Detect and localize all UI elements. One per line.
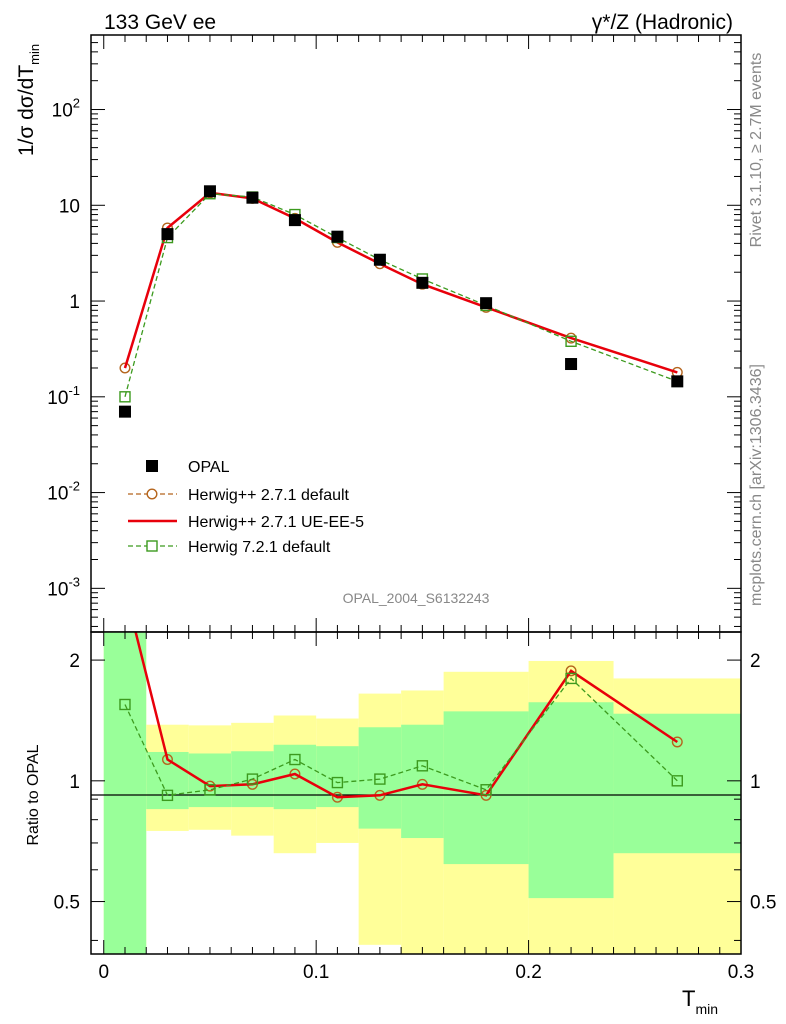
main-panel: 10-3 10-2 10-1 1 10 102 OPAL_2004_S6132243 OP… <box>47 34 742 633</box>
main-line <box>123 191 678 374</box>
legend: OPAL Herwig++ 2.7.1 default Herwig++ 2.7.1… <box>128 459 364 556</box>
main-opal-point <box>671 375 684 388</box>
legend-opal-marker <box>146 460 158 472</box>
main-opal-point <box>203 185 216 198</box>
main-opal-point <box>373 253 386 266</box>
source-label: mcplots.cern.ch [arXiv:1306.3436] <box>748 364 765 606</box>
legend-square-marker <box>146 540 158 552</box>
green-band <box>188 753 232 808</box>
main-y-axis-label: 1/σ dσ/dTmin <box>15 44 42 156</box>
left-title: 133 GeV ee <box>104 11 216 34</box>
legend-label: Herwig 7.2.1 default <box>188 539 331 556</box>
ratio-y-axis-label: Ratio to OPAL <box>25 744 42 845</box>
main-square-marker <box>565 335 577 347</box>
main-y-ticks: 10-3 10-2 10-1 1 10 102 <box>47 34 742 632</box>
ratio-square-marker <box>374 773 386 785</box>
main-series <box>119 188 683 403</box>
main-y-axis-label-text: 1/σ dσ/dT <box>15 65 38 156</box>
ratio-square-marker <box>416 760 429 772</box>
x-axis-label-sub: min <box>695 1001 718 1017</box>
ratio-line <box>124 677 678 797</box>
ratio-panel: 0.5 0.5 1 1 2 2 0 0.1 0.2 0.3 <box>54 585 776 983</box>
green-band <box>528 702 614 899</box>
ratio-y-tick-label-right: 1 <box>750 772 761 793</box>
ratio-square-marker <box>480 784 492 796</box>
x-tick-label: 0 <box>98 962 109 983</box>
main-opal-point <box>246 191 259 204</box>
main-y-tick-label: 1 <box>69 292 80 313</box>
main-series <box>118 185 684 418</box>
main-y-tick-label: 10-3 <box>47 574 80 600</box>
main-opal-point <box>480 297 493 310</box>
ratio-y-tick-label-left: 0.5 <box>54 893 80 914</box>
ratio-square-marker <box>246 773 259 785</box>
main-opal-point <box>565 358 578 371</box>
main-y-tick-label: 10-1 <box>47 383 80 409</box>
main-opal-point <box>118 405 131 418</box>
green-band <box>613 713 741 854</box>
rivet-version-label: Rivet 3.1.10, ≥ 2.7M events <box>748 53 765 248</box>
x-axis-label-text: T <box>682 986 695 1011</box>
x-tick-label: 0.3 <box>728 962 754 983</box>
ratio-square-marker <box>204 784 216 796</box>
ratio-square-marker <box>289 753 301 766</box>
analysis-watermark: OPAL_2004_S6132243 <box>343 590 490 606</box>
legend-label: Herwig++ 2.7.1 default <box>188 487 350 504</box>
ratio-square-marker <box>671 775 683 787</box>
main-y-axis-label-sub: min <box>27 44 42 65</box>
ratio-circle-marker <box>565 665 577 677</box>
main-opal-point <box>288 214 301 227</box>
uncertainty-bands <box>103 632 741 954</box>
main-line <box>124 193 678 397</box>
green-band <box>443 711 529 865</box>
legend-label: OPAL <box>188 459 230 476</box>
main-opal-point <box>416 276 429 289</box>
main-series-group <box>118 185 684 418</box>
main-y-tick-label: 102 <box>52 96 80 122</box>
ratio-square-marker <box>161 789 174 802</box>
main-series <box>123 191 678 374</box>
main-y-tick-label: 10-2 <box>47 479 80 505</box>
x-tick-label: 0.2 <box>515 962 541 983</box>
green-band <box>146 751 189 810</box>
ratio-circle-marker <box>671 736 683 748</box>
main-circle-marker <box>119 362 131 374</box>
ratio-y-tick-label-left: 2 <box>69 651 80 672</box>
band-clip-group <box>103 632 741 954</box>
ratio-frame <box>90 631 742 955</box>
ratio-y-tick-label-right: 2 <box>750 651 761 672</box>
ratio-y-tick-label-right: 0.5 <box>750 893 776 914</box>
ratio-line <box>134 632 678 799</box>
green-band <box>358 727 402 829</box>
ratio-series <box>119 672 683 802</box>
ratio-series <box>134 632 678 799</box>
right-title: γ*/Z (Hadronic) <box>592 11 733 34</box>
main-y-tick-label: 10 <box>59 196 80 217</box>
main-series <box>119 187 683 378</box>
main-opal-point <box>161 228 174 241</box>
ratio-ticks: 0.5 0.5 1 1 2 2 0 0.1 0.2 0.3 <box>54 632 776 983</box>
main-opal-point <box>331 230 344 243</box>
ratio-series-group <box>119 585 683 803</box>
green-band <box>401 724 444 839</box>
ratio-square-marker <box>331 776 344 789</box>
ratio-y-tick-label-left: 1 <box>69 772 80 793</box>
green-band <box>103 632 147 954</box>
ratio-square-marker <box>565 672 577 685</box>
main-square-marker <box>119 391 131 403</box>
x-axis-label: Tmin <box>682 986 718 1017</box>
legend-label: Herwig++ 2.7.1 UE-EE-5 <box>188 514 364 531</box>
legend-circle-marker <box>146 488 158 500</box>
x-tick-label: 0.1 <box>303 962 329 983</box>
ratio-circle-marker <box>120 585 130 595</box>
ratio-square-marker <box>119 698 131 711</box>
